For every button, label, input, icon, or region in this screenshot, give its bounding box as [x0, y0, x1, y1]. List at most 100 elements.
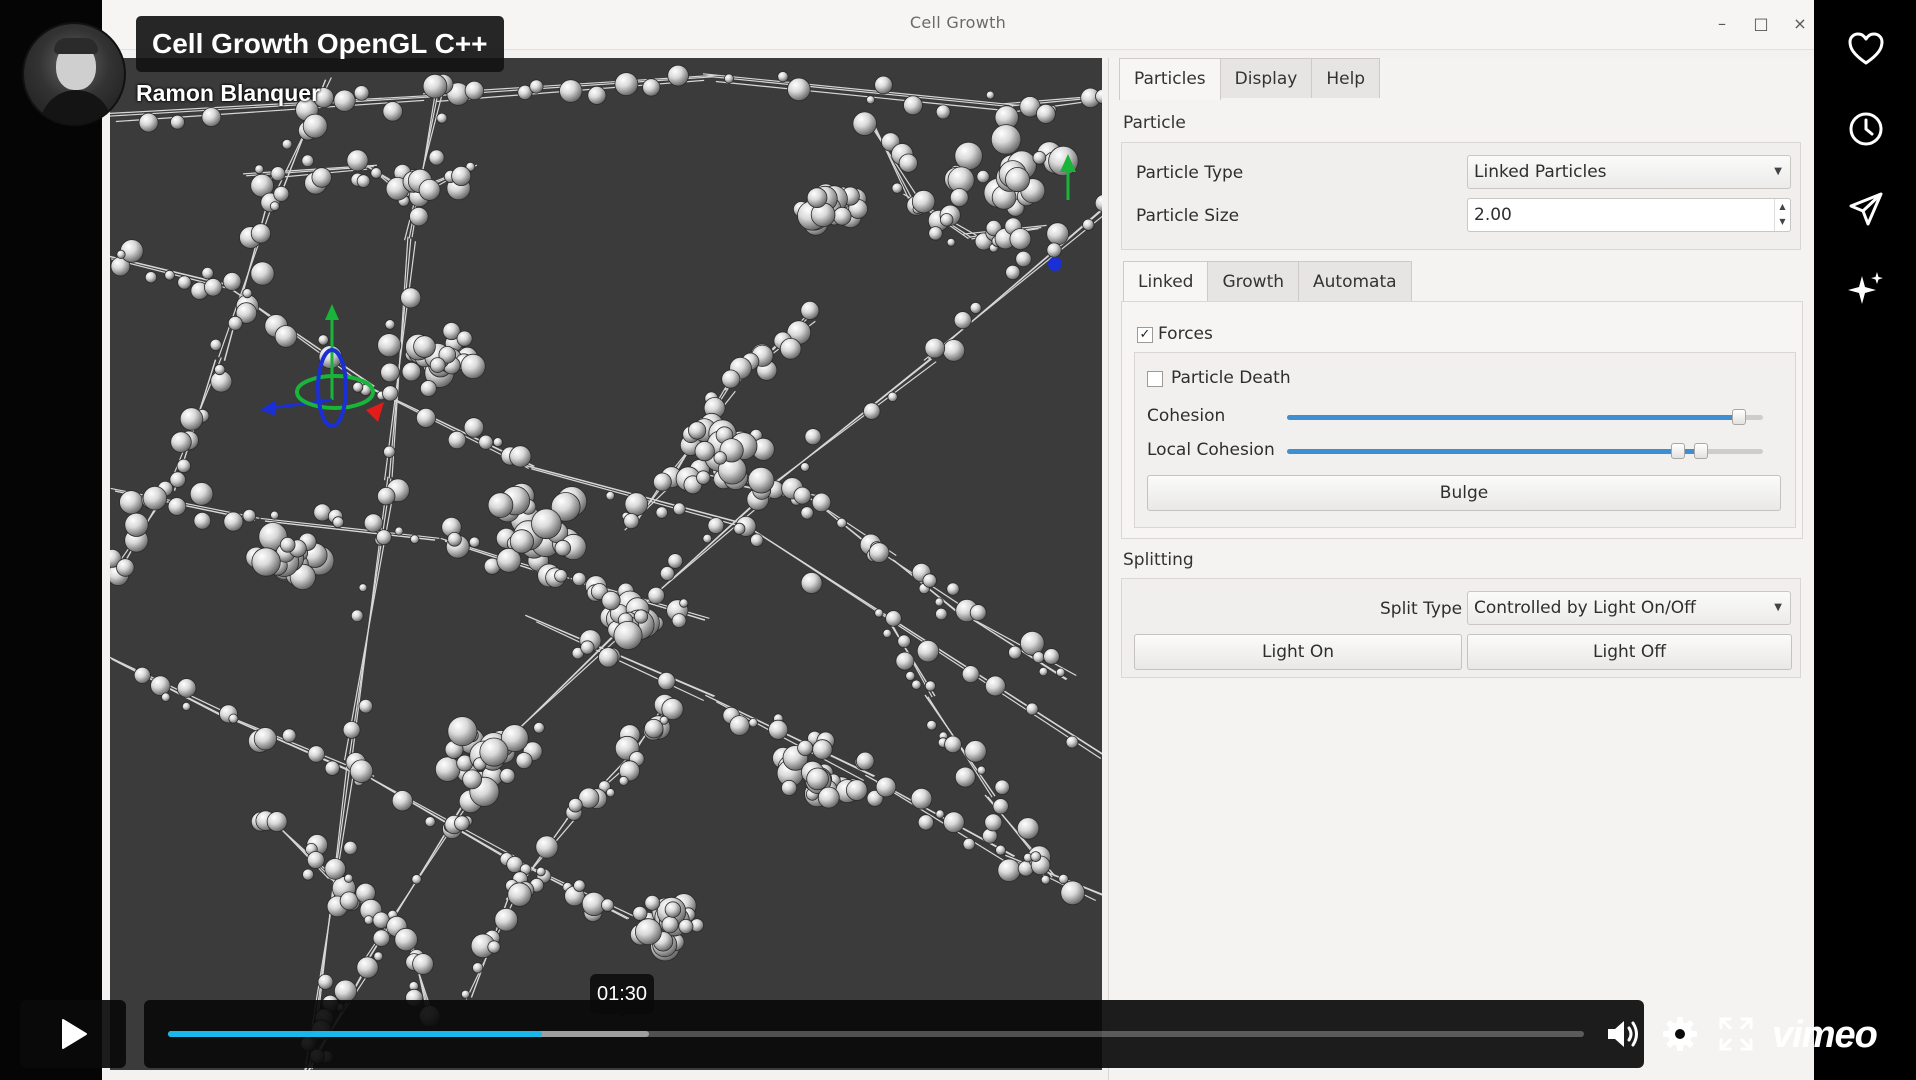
particle — [372, 929, 391, 947]
particle — [916, 639, 940, 663]
light-on-button[interactable]: Light On — [1134, 634, 1462, 670]
particle-section-label: Particle — [1123, 113, 1186, 133]
particle — [994, 779, 1010, 796]
particle — [170, 431, 192, 453]
particle — [436, 112, 448, 124]
particle-size-spinbox[interactable]: 2.00 ▲ ▼ — [1467, 198, 1791, 232]
particle-size-value: 2.00 — [1474, 205, 1512, 225]
particle — [800, 572, 823, 594]
particle — [598, 647, 619, 668]
particle — [250, 223, 271, 244]
particle — [1036, 104, 1056, 124]
particle — [251, 547, 281, 577]
particle — [324, 760, 340, 776]
particle — [635, 918, 662, 946]
split-type-select[interactable]: Controlled by Light On/Off ▼ — [1467, 591, 1791, 625]
share-icon[interactable] — [1847, 190, 1885, 228]
particle — [647, 586, 665, 605]
link-line — [702, 73, 1018, 106]
video-title[interactable]: Cell Growth OpenGL C++ — [136, 16, 504, 72]
splitting-group: Split Type Controlled by Light On/Off ▼ … — [1121, 578, 1801, 678]
settings-icon[interactable] — [1660, 1014, 1700, 1054]
forces-checkbox[interactable]: ✓ — [1137, 327, 1153, 343]
play-button[interactable] — [20, 1000, 126, 1068]
watch-later-icon[interactable] — [1847, 110, 1885, 148]
spin-arrows-icon[interactable]: ▲ ▼ — [1774, 199, 1790, 231]
particle — [394, 927, 418, 952]
particle — [614, 72, 639, 97]
particle — [1046, 222, 1070, 246]
particle — [696, 470, 711, 485]
particle — [1032, 651, 1045, 664]
vimeo-logo[interactable]: vimeo — [1772, 1014, 1878, 1056]
ai-summary-icon[interactable] — [1847, 270, 1885, 308]
particle — [924, 680, 937, 692]
particle — [601, 590, 621, 611]
particle — [800, 300, 820, 320]
particle — [694, 441, 715, 462]
linked-tab-content: ✓ Forces Particle Death Cohesion Local C… — [1121, 301, 1803, 539]
particle — [655, 506, 669, 519]
particle — [346, 149, 369, 172]
particle — [536, 866, 546, 877]
avatar[interactable] — [22, 22, 126, 126]
particle — [201, 107, 222, 127]
particle — [343, 840, 358, 856]
particle — [375, 529, 392, 546]
particle — [161, 692, 171, 702]
particle — [499, 768, 516, 784]
particle — [969, 604, 987, 621]
particle — [613, 621, 643, 651]
close-icon[interactable]: × — [1793, 14, 1807, 33]
particle-type-select[interactable]: Linked Particles ▼ — [1467, 155, 1791, 189]
progress-track[interactable] — [168, 1031, 1584, 1037]
link-line — [110, 94, 438, 115]
particle — [618, 760, 640, 782]
particle — [618, 775, 629, 786]
play-icon — [62, 1019, 87, 1049]
particle — [487, 492, 514, 518]
bulge-button[interactable]: Bulge — [1147, 475, 1781, 511]
particle — [653, 472, 672, 492]
like-icon[interactable] — [1847, 30, 1885, 68]
maximize-icon[interactable]: □ — [1753, 14, 1769, 33]
particle — [422, 73, 448, 99]
tab-automata[interactable]: Automata — [1298, 261, 1412, 301]
video-author[interactable]: Ramon Blanquer — [136, 80, 321, 106]
particle — [412, 953, 434, 975]
link-line — [260, 517, 440, 539]
particle — [568, 797, 583, 813]
splitting-section-label: Splitting — [1123, 550, 1194, 570]
cohesion-slider-handle[interactable] — [1732, 409, 1747, 425]
tab-particles[interactable]: Particles — [1119, 58, 1221, 100]
local-cohesion-slider-handle[interactable] — [1694, 443, 1709, 459]
tab-display[interactable]: Display — [1219, 58, 1313, 98]
minimize-icon[interactable]: – — [1718, 14, 1726, 33]
progress-bar[interactable] — [144, 1000, 1644, 1068]
particle — [953, 311, 972, 330]
opengl-viewport[interactable] — [110, 58, 1102, 1070]
tab-growth[interactable]: Growth — [1207, 261, 1300, 301]
chevron-down-icon: ▼ — [1774, 602, 1782, 613]
particle-death-checkbox[interactable] — [1147, 371, 1163, 387]
volume-icon[interactable] — [1604, 1014, 1644, 1054]
link-line — [110, 96, 433, 117]
particle — [358, 583, 368, 593]
link-line — [923, 215, 1102, 361]
particle — [578, 787, 600, 809]
fullscreen-icon[interactable] — [1716, 1014, 1756, 1054]
link-line — [763, 361, 937, 491]
particle — [176, 678, 197, 698]
particle — [435, 756, 461, 782]
particle — [623, 513, 640, 530]
light-off-button[interactable]: Light Off — [1467, 634, 1792, 670]
tab-linked[interactable]: Linked — [1123, 261, 1209, 303]
tab-help[interactable]: Help — [1311, 58, 1381, 98]
particle — [887, 391, 898, 403]
link-line — [623, 491, 777, 621]
particle — [227, 315, 243, 331]
transform-gizmo-icon[interactable] — [260, 154, 1076, 428]
particle — [472, 962, 484, 974]
particle — [733, 522, 746, 535]
